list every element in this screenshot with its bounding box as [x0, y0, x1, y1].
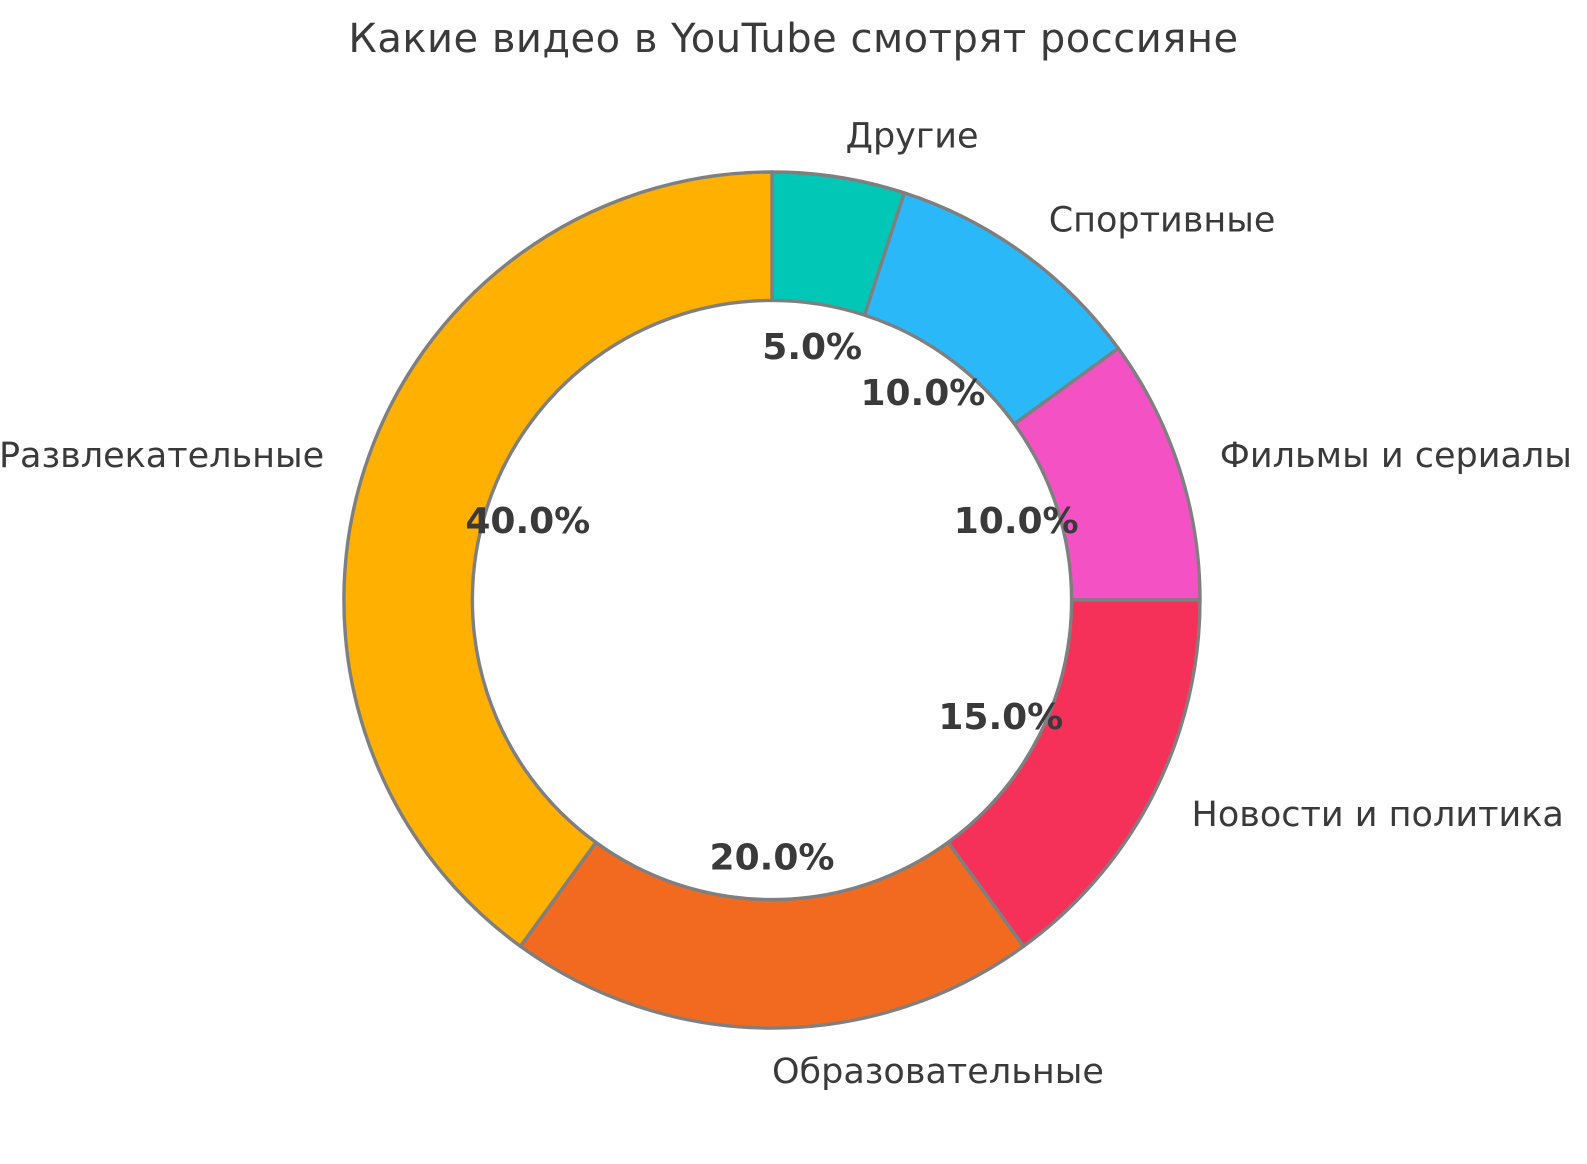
pct-label-0: 5.0% — [762, 327, 862, 368]
pct-label-2: 10.0% — [954, 501, 1079, 542]
slice-label-0: Другие — [846, 116, 979, 156]
pct-label-3: 15.0% — [938, 697, 1063, 738]
pct-label-5: 40.0% — [465, 501, 590, 542]
slice-label-1: Спортивные — [1049, 200, 1276, 240]
pct-label-1: 10.0% — [860, 373, 985, 414]
pct-label-4: 20.0% — [710, 837, 835, 878]
slice-label-5: Развлекательные — [0, 436, 324, 476]
slice-label-2: Фильмы и сериалы — [1220, 436, 1572, 476]
chart-title: Какие видео в YouTube смотрят россияне — [348, 16, 1239, 62]
pie-slice-4 — [518, 840, 1026, 1030]
slice-label-4: Образовательные — [772, 1052, 1104, 1092]
pie-slice-5 — [342, 170, 774, 948]
slice-label-3: Новости и политика — [1192, 795, 1564, 835]
